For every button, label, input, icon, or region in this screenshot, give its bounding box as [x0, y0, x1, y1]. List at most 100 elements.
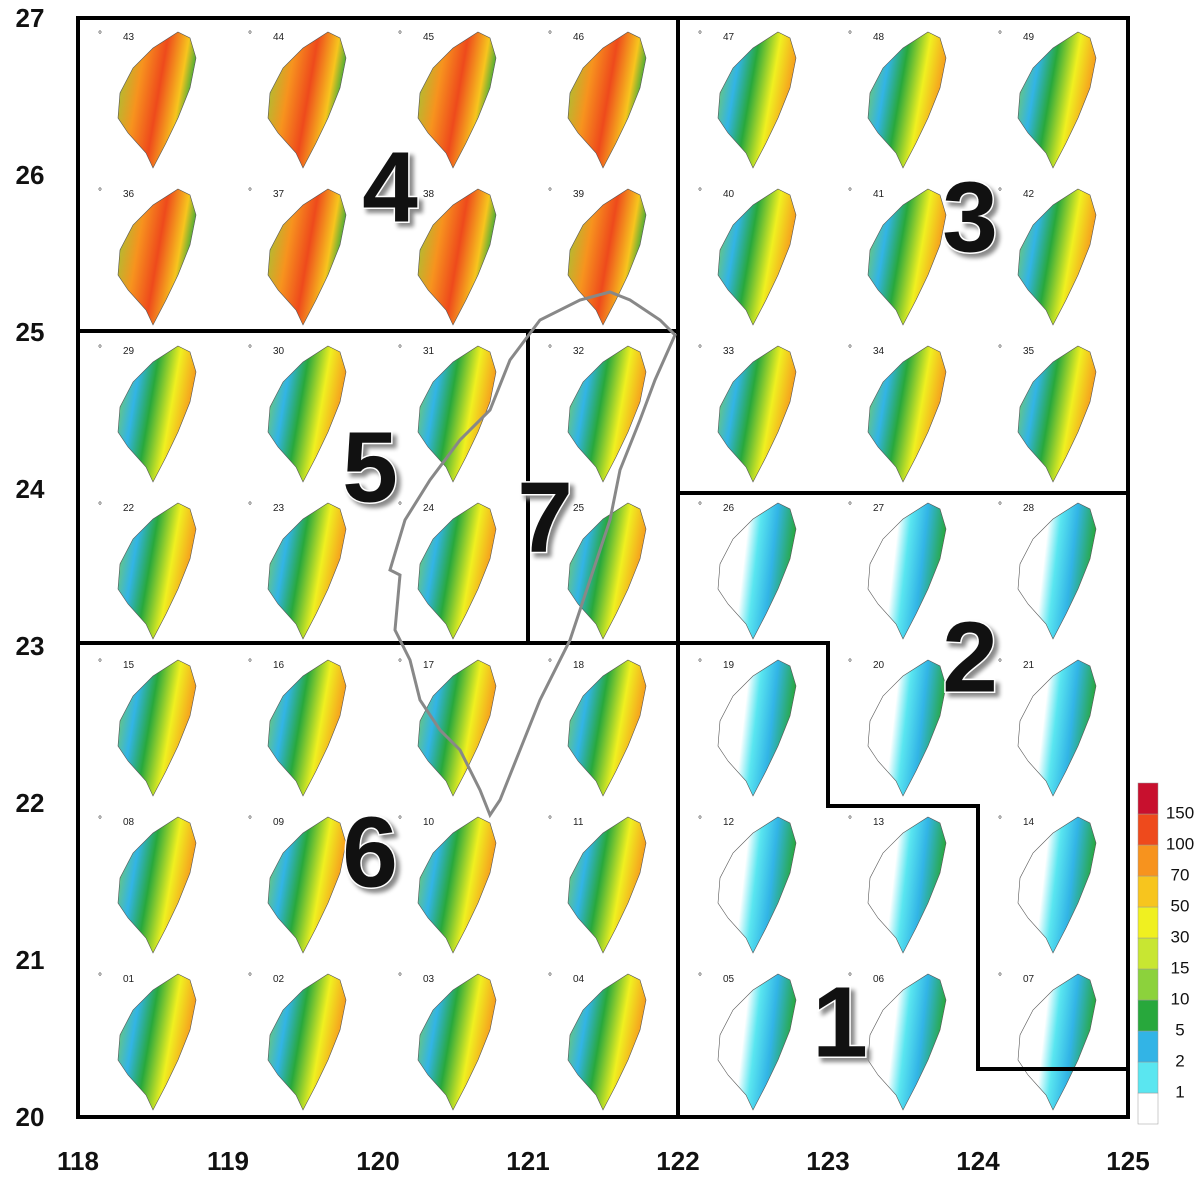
panel-label: 02 [273, 974, 285, 985]
legend-swatch [1137, 906, 1159, 939]
panel-label: 33 [723, 346, 735, 357]
panel-mark: ° [548, 972, 552, 983]
taiwan-map [267, 659, 347, 797]
panel: 26 ° [698, 501, 797, 640]
panel-label: 23 [273, 503, 285, 514]
x-tick-label: 124 [956, 1146, 1000, 1176]
taiwan-map [267, 31, 347, 169]
panel: 28 ° [998, 501, 1097, 640]
panel-label: 39 [573, 189, 585, 200]
panel-label: 06 [873, 974, 885, 985]
panel-label: 41 [873, 189, 885, 200]
panel: 33 ° [698, 344, 797, 483]
panel: 48 ° [848, 30, 947, 169]
panel-label: 09 [273, 817, 285, 828]
x-tick-label: 120 [356, 1146, 399, 1176]
panel-label: 21 [1023, 660, 1035, 671]
taiwan-map [867, 659, 947, 797]
panel-mark: ° [398, 30, 402, 41]
panel-label: 18 [573, 660, 585, 671]
panel: 09 ° [248, 815, 347, 954]
panel-label: 25 [573, 503, 585, 514]
panel: 10 ° [398, 815, 497, 954]
panel-label: 03 [423, 974, 435, 985]
panel: 37 ° [248, 187, 347, 326]
panel-mark: ° [548, 30, 552, 41]
panel: 14 ° [998, 815, 1097, 954]
legend-label: 100 [1166, 834, 1194, 853]
panel: 36 ° [98, 187, 197, 326]
taiwan-map [267, 188, 347, 326]
panel-label: 14 [1023, 817, 1035, 828]
panel-label: 29 [123, 346, 135, 357]
y-tick-label: 22 [16, 788, 45, 818]
taiwan-map [267, 816, 347, 954]
panel-mark: ° [698, 658, 702, 669]
x-tick-label: 121 [506, 1146, 549, 1176]
panel-mark: ° [698, 815, 702, 826]
taiwan-map [567, 31, 647, 169]
panel: 29 ° [98, 344, 197, 483]
taiwan-map [717, 31, 797, 169]
panel-label: 37 [273, 189, 285, 200]
panel-mark: ° [698, 972, 702, 983]
panel: 41 ° [848, 187, 947, 326]
panel: 21 ° [998, 658, 1097, 797]
taiwan-map [1017, 31, 1097, 169]
legend-swatch [1137, 999, 1159, 1032]
taiwan-map [567, 502, 647, 640]
panel-label: 17 [423, 660, 435, 671]
panel-mark: ° [998, 972, 1002, 983]
panel-label: 19 [723, 660, 735, 671]
taiwan-map [267, 345, 347, 483]
y-tick-label: 23 [16, 631, 45, 661]
legend-label: 50 [1171, 896, 1190, 915]
legend-swatch [1137, 1030, 1159, 1063]
panel: 39 ° [548, 187, 647, 326]
taiwan-map [867, 188, 947, 326]
taiwan-map [717, 659, 797, 797]
panel-mark: ° [98, 187, 102, 198]
panel-mark: ° [398, 344, 402, 355]
panel-mark: ° [98, 815, 102, 826]
legend-label: 150 [1166, 803, 1194, 822]
panel: 43 ° [98, 30, 197, 169]
panel-label: 38 [423, 189, 435, 200]
panel: 03 ° [398, 972, 497, 1111]
panel-label: 24 [423, 503, 435, 514]
panel: 34 ° [848, 344, 947, 483]
panel: 02 ° [248, 972, 347, 1111]
taiwan-map [567, 659, 647, 797]
panel-label: 05 [723, 974, 735, 985]
panel-label: 36 [123, 189, 135, 200]
taiwan-map [417, 345, 497, 483]
panel: 11 ° [548, 815, 647, 954]
region-label: 1 [812, 966, 868, 1078]
taiwan-map [1017, 816, 1097, 954]
boundary [678, 641, 1128, 1071]
taiwan-map [567, 816, 647, 954]
taiwan-map [1017, 659, 1097, 797]
panel-mark: ° [848, 815, 852, 826]
panel-mark: ° [248, 972, 252, 983]
panel-label: 48 [873, 32, 885, 43]
panel-mark: ° [848, 658, 852, 669]
panel-mark: ° [548, 815, 552, 826]
panel: 13 ° [848, 815, 947, 954]
panel-label: 12 [723, 817, 735, 828]
panel: 17 ° [398, 658, 497, 797]
panel: 30 ° [248, 344, 347, 483]
panel: 01 ° [98, 972, 197, 1111]
x-tick-label: 119 [207, 1146, 249, 1176]
legend-label: 30 [1171, 927, 1190, 946]
panel: 23 ° [248, 501, 347, 640]
panel-mark: ° [98, 501, 102, 512]
panel-label: 26 [723, 503, 735, 514]
panel-label: 34 [873, 346, 885, 357]
taiwan-map [867, 345, 947, 483]
panel-mark: ° [848, 187, 852, 198]
panel-mark: ° [248, 501, 252, 512]
legend-swatch [1137, 782, 1159, 815]
region-label: 4 [362, 131, 418, 243]
